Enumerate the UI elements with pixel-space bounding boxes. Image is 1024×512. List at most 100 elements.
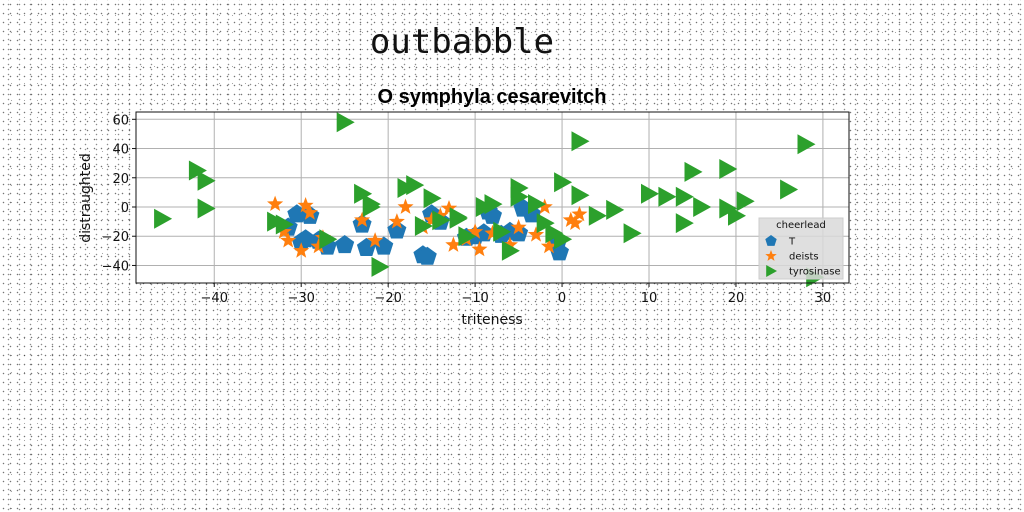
- data-point: [414, 216, 433, 236]
- x-tick-label: 0: [558, 291, 566, 306]
- y-tick-label: 60: [112, 113, 129, 128]
- data-point: [606, 199, 625, 220]
- data-point: [501, 236, 518, 252]
- data-point: [501, 240, 520, 261]
- data-point: [423, 211, 440, 227]
- y-axis-ticks: −40 −20 0 20 40 60: [102, 113, 136, 274]
- data-point: [449, 208, 468, 229]
- data-point: [540, 238, 558, 254]
- data-point: [319, 229, 338, 250]
- legend-entry-label: deists: [789, 252, 819, 263]
- data-point: [197, 170, 216, 191]
- data-point: [267, 195, 284, 211]
- x-tick-label: −10: [461, 291, 488, 306]
- data-point: [406, 175, 425, 196]
- data-point: [623, 223, 642, 244]
- data-point: [467, 223, 484, 239]
- data-point: [356, 237, 376, 256]
- data-point: [510, 178, 529, 198]
- data-point: [484, 224, 501, 241]
- legend-title: cheerlead: [776, 220, 826, 231]
- y-tick-label: −20: [102, 230, 129, 245]
- x-tick-label: −40: [201, 291, 228, 306]
- data-point: [571, 205, 588, 222]
- data-point: [493, 221, 512, 242]
- data-point: [293, 242, 310, 258]
- data-point: [693, 197, 712, 217]
- data-point: [354, 183, 373, 204]
- plot-area: [136, 112, 849, 283]
- data-point: [509, 223, 529, 242]
- y-tick-label: 40: [112, 143, 129, 158]
- y-axis-label: distraughted: [78, 153, 94, 243]
- data-point: [562, 211, 579, 227]
- data-point: [554, 172, 573, 193]
- legend-marker: [766, 265, 777, 277]
- data-point: [445, 236, 462, 252]
- data-marks: [154, 112, 825, 288]
- data-point: [684, 161, 703, 182]
- x-tick-label: 10: [641, 291, 658, 306]
- data-point: [536, 198, 553, 214]
- legend-marker: [765, 250, 777, 261]
- data-point: [188, 160, 207, 181]
- data-point: [554, 229, 573, 250]
- data-point: [484, 194, 503, 215]
- data-point: [471, 240, 488, 257]
- data-point: [780, 179, 799, 200]
- data-point: [571, 131, 590, 152]
- data-point: [588, 205, 607, 226]
- data-point: [275, 214, 294, 235]
- x-axis-ticks: −40 −30 −20 −10 0 10 20 30: [201, 283, 832, 306]
- data-point: [510, 219, 527, 235]
- data-point: [641, 183, 659, 204]
- data-point: [354, 211, 371, 227]
- x-tick-label: 20: [728, 291, 745, 306]
- y-tick-label: 0: [121, 201, 129, 216]
- data-point: [536, 213, 555, 234]
- data-point: [736, 191, 755, 212]
- legend-entry-label: tyrosinase: [789, 267, 841, 278]
- figure-supertitle: outbabble: [369, 22, 555, 62]
- x-axis-label: triteness: [461, 312, 522, 328]
- chart-title: O symphyla cesarevitch: [377, 86, 606, 108]
- data-point: [675, 186, 694, 207]
- x-tick-label: 30: [815, 291, 832, 306]
- data-point: [197, 198, 216, 219]
- y-tick-label: 20: [112, 172, 129, 187]
- data-point: [440, 200, 458, 216]
- data-point: [658, 186, 677, 207]
- data-point: [458, 226, 477, 247]
- data-point: [310, 238, 327, 254]
- data-point: [527, 226, 545, 242]
- data-point: [301, 204, 318, 220]
- x-tick-label: −20: [374, 291, 401, 306]
- data-point: [432, 210, 451, 231]
- data-point: [797, 134, 816, 155]
- data-point: [154, 208, 173, 229]
- data-point: [367, 232, 384, 248]
- y-tick-label: −40: [102, 259, 129, 274]
- data-point: [388, 213, 405, 229]
- data-point: [423, 188, 442, 209]
- data-point: [336, 112, 355, 133]
- data-point: [387, 220, 407, 239]
- data-point: [275, 223, 292, 239]
- plot-border: [135, 111, 850, 284]
- data-point: [371, 256, 390, 277]
- data-point: [297, 197, 314, 213]
- data-point: [280, 232, 297, 248]
- data-point: [719, 159, 738, 179]
- legend-marker: [765, 235, 777, 246]
- data-point: [417, 246, 437, 265]
- legend-entry-label: T: [788, 237, 796, 248]
- x-tick-label: −30: [287, 291, 314, 306]
- data-point: [296, 229, 316, 248]
- data-point: [567, 214, 584, 230]
- data-point: [675, 213, 694, 234]
- data-point: [528, 194, 546, 215]
- series-tyrosinase: [154, 112, 825, 288]
- data-point: [397, 198, 414, 214]
